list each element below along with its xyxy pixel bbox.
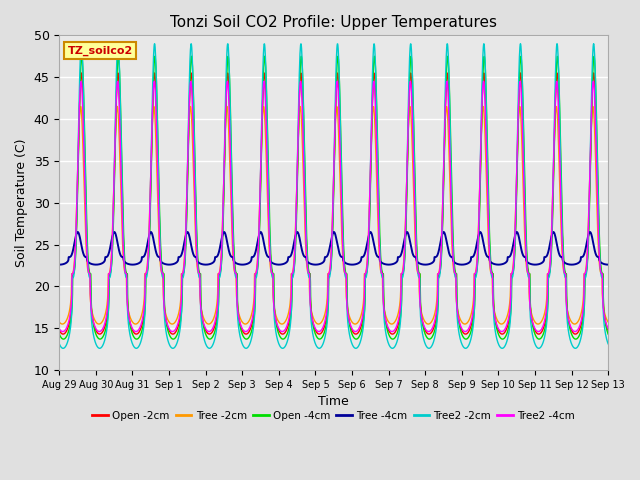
Title: Tonzi Soil CO2 Profile: Upper Temperatures: Tonzi Soil CO2 Profile: Upper Temperatur… bbox=[170, 15, 497, 30]
Legend: Open -2cm, Tree -2cm, Open -4cm, Tree -4cm, Tree2 -2cm, Tree2 -4cm: Open -2cm, Tree -2cm, Open -4cm, Tree -4… bbox=[88, 407, 579, 425]
Text: TZ_soilco2: TZ_soilco2 bbox=[67, 46, 132, 56]
Y-axis label: Soil Temperature (C): Soil Temperature (C) bbox=[15, 138, 28, 267]
X-axis label: Time: Time bbox=[318, 396, 349, 408]
